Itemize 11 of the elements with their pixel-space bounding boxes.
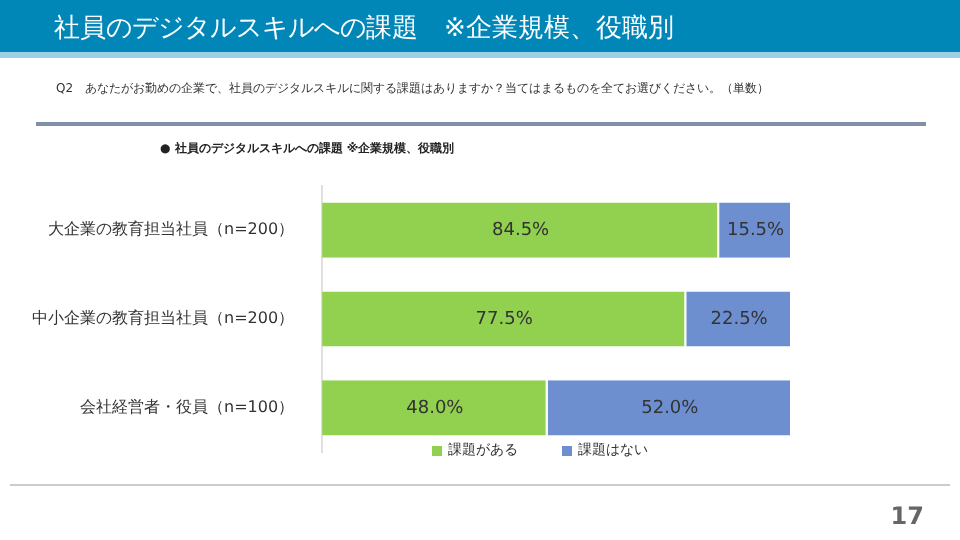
text: 17 (890, 502, 924, 530)
chart-title: 社員のデジタルスキルへの課題 ※企業規模、役職別 (0, 0, 960, 58)
data-label: 77.5% (475, 309, 534, 330)
y-tick-label: 大企業の教育担当社員（n=200） (47, 220, 295, 239)
data-label: 84.5% (492, 220, 551, 241)
data-label: 22.5% (710, 309, 769, 330)
data-label: 48.0% (406, 398, 465, 419)
data-label: 52.0% (641, 398, 700, 419)
data-label: 15.5% (726, 220, 786, 241)
y-tick-label: 中小企業の教育担当社員（n=200） (31, 309, 295, 328)
y-tick-label: 会社経営者・役員（n=100） (79, 398, 295, 417)
